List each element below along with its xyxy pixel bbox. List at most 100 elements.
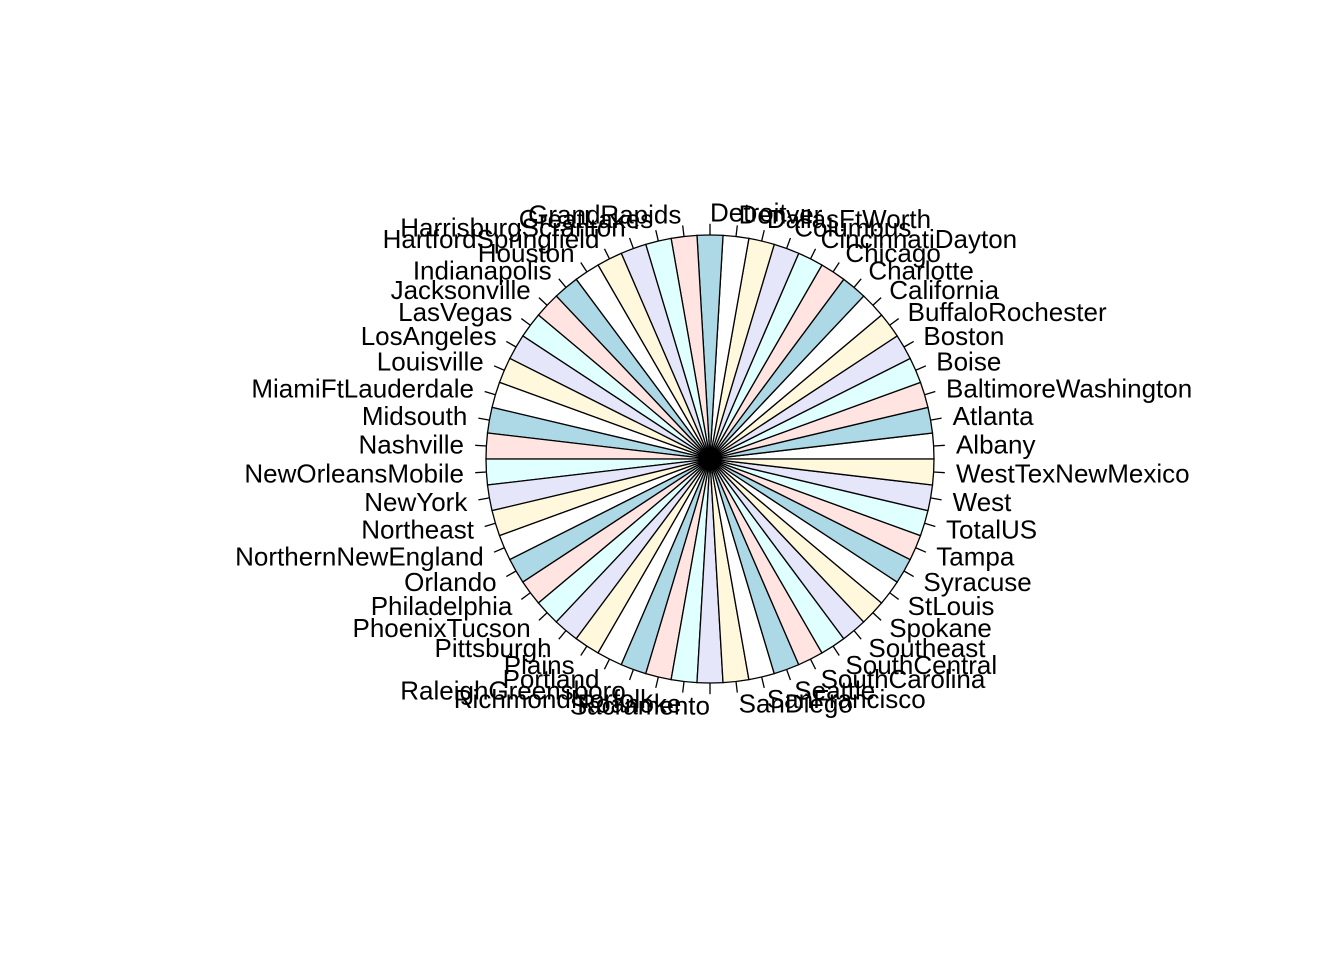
- pie-label-tick: [809, 248, 817, 260]
- pie-slice-label: Houston: [478, 238, 575, 268]
- pie-slice-label: Southeast: [868, 633, 986, 663]
- pie-label-tick: [761, 229, 765, 242]
- pie-label-tick: [538, 612, 548, 621]
- pie-slice-label: Northeast: [361, 515, 474, 545]
- pie-slice-label: BuffaloRochester: [908, 297, 1107, 327]
- pie-slice-label: Portland: [503, 664, 600, 694]
- pie-slice-label: Atlanta: [953, 401, 1034, 431]
- pie-label-tick: [628, 669, 635, 681]
- pie-slice-label: Albany: [956, 430, 1036, 460]
- pie-slice-label: SanFrancisco: [767, 684, 926, 714]
- pie-slice-label: Chicago: [845, 238, 940, 268]
- pie-slice-label: Midsouth: [362, 401, 468, 431]
- pie-slice-label: Tampa: [936, 542, 1015, 572]
- pie-label-tick: [538, 297, 548, 306]
- pie-label-tick: [809, 658, 817, 670]
- pie-label-tick: [889, 592, 900, 600]
- pie-label-tick: [889, 318, 900, 326]
- pie-label-tick: [580, 262, 588, 273]
- pie-slice-label: West: [953, 487, 1013, 517]
- pie-label-tick: [520, 592, 531, 600]
- pie-slice-label: NewOrleansMobile: [244, 458, 464, 488]
- pie-label-tick: [785, 669, 792, 681]
- pie-slice-label: Boise: [936, 346, 1001, 376]
- pie-label-tick: [872, 612, 882, 621]
- pie-slice-label: LasVegas: [398, 297, 512, 327]
- pie-label-ticks: [475, 223, 945, 695]
- pie-label-tick: [655, 676, 659, 689]
- pie-slice-label: Columbus: [794, 212, 911, 242]
- pie-slice-label: Indianapolis: [413, 255, 552, 285]
- pie-slice-label: Nashville: [359, 430, 465, 460]
- pie-slice-label: BaltimoreWashington: [946, 373, 1192, 403]
- pie-slice-label: GrandRapids: [528, 199, 681, 229]
- pie-slice-label: PhoenixTucson: [353, 613, 531, 643]
- pie-label-tick: [580, 645, 588, 656]
- pie-slice-label: Orlando: [404, 567, 497, 597]
- pie-slice-label: DallasFtWorth: [767, 204, 931, 234]
- pie-label-tick: [853, 630, 862, 640]
- pie-label-tick: [628, 237, 635, 249]
- pie-slice-label: SanDiego: [739, 689, 853, 719]
- pie-label-tick: [505, 570, 517, 578]
- pie-label-tick: [493, 365, 505, 371]
- pie-label-tick: [915, 547, 927, 553]
- pie-label-tick: [903, 570, 915, 578]
- pie-label-tick: [520, 318, 531, 326]
- pie-label-tick: [853, 278, 862, 288]
- pie-label-tick: [603, 248, 611, 260]
- pie-slice-label: Detroit: [710, 198, 787, 228]
- pie-slice-label: Spokane: [889, 613, 992, 643]
- pie-label-tick: [493, 547, 505, 553]
- pie-label-tick: [735, 681, 738, 693]
- pie-label-tick: [872, 297, 882, 306]
- pie-slice-label: TotalUS: [946, 515, 1037, 545]
- pie-label-tick: [924, 390, 936, 396]
- pie-label-tick: [832, 645, 840, 656]
- pie-label-tick: [924, 522, 936, 528]
- pie-slice-label: Louisville: [377, 346, 484, 376]
- pie-label-tick: [558, 630, 567, 640]
- pie-labels: AlbanyAtlantaBaltimoreWashingtonBoiseBos…: [235, 198, 1192, 721]
- pie-slice-label: RaleighGreensboro: [400, 676, 625, 706]
- pie-slice-label: NorthernNewEngland: [235, 542, 484, 572]
- pie-label-tick: [930, 497, 942, 501]
- pie-label-tick: [933, 444, 945, 447]
- pie-label-tick: [505, 340, 517, 348]
- pie-slice-label: WestTexNewMexico: [956, 458, 1190, 488]
- pie-label-tick: [603, 658, 611, 670]
- pie-label-tick: [475, 444, 487, 447]
- pie-label-tick: [558, 278, 567, 288]
- pie-slice-label: Charlotte: [868, 255, 974, 285]
- pie-label-tick: [785, 237, 792, 249]
- pie-label-tick: [915, 365, 927, 371]
- pie-slice-label: Boston: [923, 321, 1004, 351]
- pie-slice-label: HartfordSpringfield: [383, 224, 600, 254]
- pie-slice-label: Seattle: [794, 676, 875, 706]
- pie-label-tick: [484, 522, 496, 528]
- pie-slice-label: HarrisburgScranton: [400, 212, 625, 242]
- pie-slice-label: NewYork: [364, 487, 468, 517]
- pie-slice-label: California: [889, 275, 999, 305]
- pie-label-tick: [655, 229, 659, 242]
- pie-label-tick: [933, 471, 945, 474]
- pie-label-tick: [735, 225, 738, 237]
- pie-slice-label: StLouis: [908, 591, 995, 621]
- pie-slice-label: LosAngeles: [361, 321, 497, 351]
- pie-slice-label: GreatLakes: [519, 204, 653, 234]
- pie-slice-label: CincinnatiDayton: [821, 224, 1018, 254]
- pie-slice-label: SouthCentral: [845, 650, 997, 680]
- pie-slice-label: Plains: [504, 650, 575, 680]
- pie-slice-label: Philadelphia: [371, 591, 513, 621]
- pie-slices: [485, 234, 935, 684]
- pie-label-tick: [475, 471, 487, 474]
- pie-slice-label: MiamiFtLauderdale: [251, 373, 474, 403]
- pie-label-tick: [761, 676, 765, 689]
- pie-slice-label: Pittsburgh: [435, 633, 552, 663]
- pie-label-tick: [682, 681, 685, 693]
- pie-label-tick: [832, 262, 840, 273]
- pie-label-tick: [478, 417, 490, 421]
- pie-slice-label: Roanoke: [577, 689, 681, 719]
- pie-label-tick: [903, 340, 915, 348]
- pie-label-tick: [484, 390, 496, 396]
